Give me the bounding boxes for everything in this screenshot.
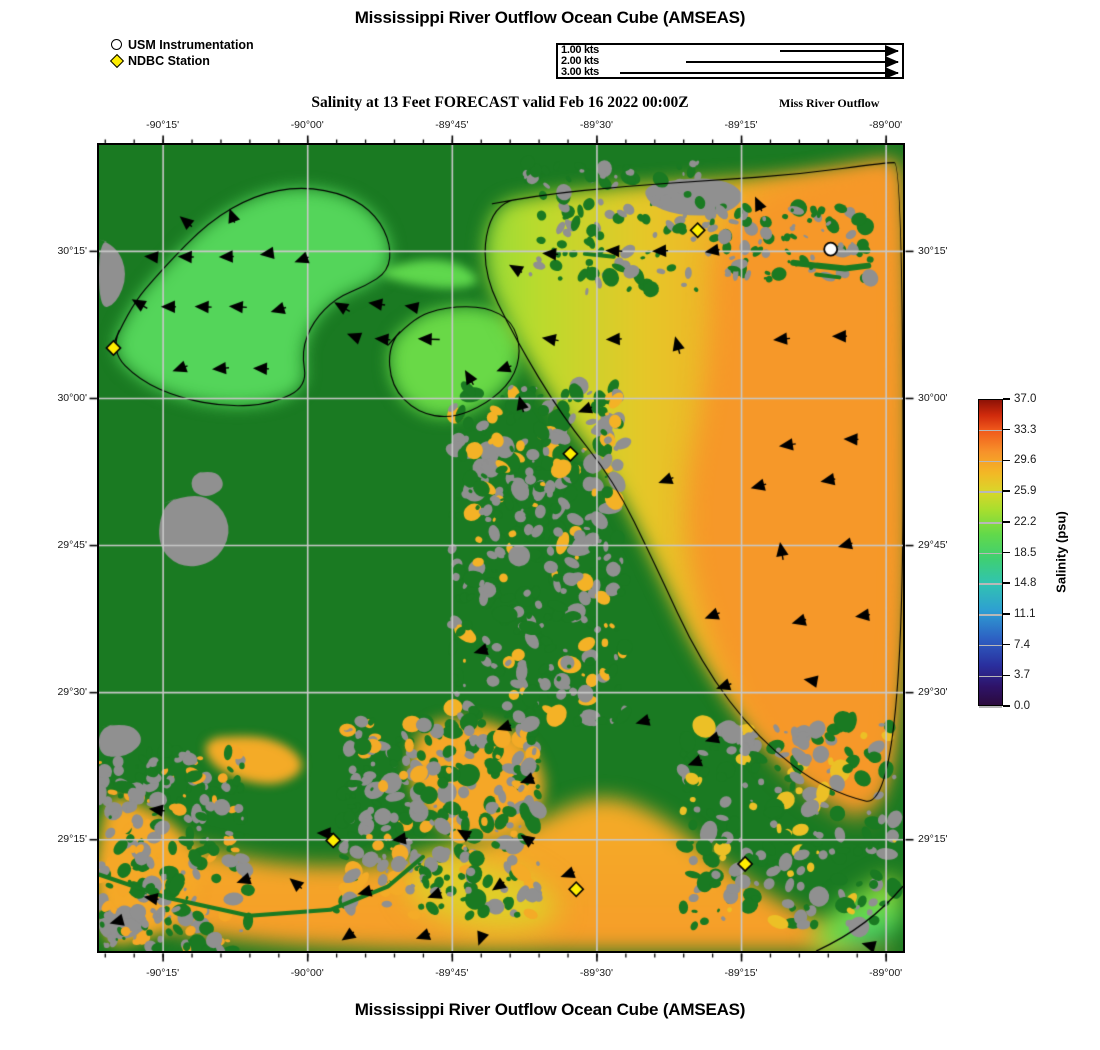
- colorbar: 37.0 33.3 29.6 25.9 22.2 18.5 14.8 11.1 7.4 3.7 0.…: [978, 393, 1069, 712]
- x-axis-tick-label-top-1: -90°00': [290, 119, 324, 131]
- colorbar-separator: [979, 583, 1002, 585]
- colorbar-separator: [979, 429, 1002, 432]
- colorbar-tick: [1003, 459, 1010, 462]
- circle-marker-icon: [110, 38, 128, 53]
- dataset-corner-label: Miss River Outflow: [779, 96, 880, 110]
- colorbar-tick-label-4: 22.2: [1014, 515, 1037, 528]
- colorbar-tick-label-1: 33.3: [1014, 423, 1037, 436]
- page-title: Mississippi River Outflow Ocean Cube (AM…: [354, 8, 746, 27]
- x-axis-tick-label-top-5: -89°00': [869, 119, 903, 131]
- plot-subtitle: Salinity at 13 Feet FORECAST valid Feb 1…: [311, 94, 689, 111]
- legend-item-ndbc: NDBC Station: [109, 53, 254, 69]
- colorbar-tick-label-5: 18.5: [1014, 546, 1037, 559]
- footer-title: Mississippi River Outflow Ocean Cube (AM…: [354, 1000, 746, 1019]
- colorbar-tick-label-7: 11.1: [1014, 607, 1036, 620]
- colorbar-separator: [979, 706, 1002, 708]
- colorbar-separator: [979, 460, 1002, 463]
- x-axis-tick-label-bottom-5: -89°00': [869, 967, 903, 979]
- colorbar-tick: [1003, 521, 1010, 523]
- colorbar-tick-label-3: 25.9: [1014, 485, 1037, 498]
- colorbar-tick-label-2: 29.6: [1014, 454, 1037, 467]
- y-axis-tick-label-right-4: 29°15': [918, 833, 948, 846]
- colorbar-separator: [979, 675, 1002, 678]
- salinity-map-canvas: [99, 145, 903, 951]
- colorbar-tick: [1003, 613, 1010, 615]
- y-axis-tick-label-left-1: 30°00': [57, 391, 87, 404]
- y-axis-tick-label-right-2: 29°45': [918, 539, 948, 552]
- colorbar-tick: [1003, 674, 1010, 677]
- colorbar-separator: [979, 614, 1002, 616]
- y-axis-tick-label-right-3: 29°30': [918, 686, 948, 699]
- salinity-map-plot[interactable]: [97, 143, 905, 953]
- velocity-scale-row-2: 2.00 kts: [558, 55, 902, 68]
- velocity-scale-row-1: 1.00 kts: [558, 44, 902, 57]
- y-axis-tick-label-right-0: 30°15': [918, 244, 948, 257]
- colorbar-tick-label-0: 37.0: [1014, 393, 1037, 405]
- diamond-marker-icon: [109, 53, 128, 69]
- x-axis-tick-label-top-2: -89°45': [435, 119, 469, 131]
- colorbar-tick: [1003, 398, 1010, 400]
- x-axis-tick-label-bottom-1: -90°00': [290, 967, 324, 979]
- velocity-arrow-2: [686, 56, 899, 68]
- y-axis-tick-label-right-1: 30°00': [918, 391, 948, 404]
- y-axis-tick-label-left-2: 29°45': [57, 539, 87, 552]
- x-axis-tick-label-bottom-4: -89°15': [724, 967, 758, 979]
- velocity-scale-row-3: 3.00 kts: [558, 66, 902, 79]
- colorbar-gradient: [978, 399, 1003, 708]
- colorbar-tick-label-10: 0.0: [1014, 700, 1030, 712]
- colorbar-separator: [979, 644, 1002, 647]
- colorbar-tick-label-9: 3.7: [1014, 669, 1030, 682]
- x-axis-tick-label-top-3: -89°30': [579, 119, 613, 131]
- y-axis-tick-label-left-4: 29°15': [57, 833, 87, 846]
- x-axis-tick-label-top-0: -90°15': [146, 119, 180, 131]
- legend-item-usm: USM Instrumentation: [110, 38, 254, 53]
- velocity-arrow-1: [780, 45, 899, 57]
- x-axis-tick-label-bottom-2: -89°45': [435, 967, 469, 979]
- legend-label-usm: USM Instrumentation: [128, 38, 254, 52]
- y-axis-tick-label-left-3: 29°30': [57, 686, 87, 699]
- colorbar-separator: [979, 552, 1002, 555]
- colorbar-tick: [1003, 428, 1010, 431]
- velocity-scale-label-3: 3.00 kts: [561, 66, 599, 78]
- colorbar-tick: [1003, 490, 1010, 492]
- colorbar-tick-label-6: 14.8: [1014, 577, 1037, 590]
- velocity-scale-label-1: 1.00 kts: [561, 44, 599, 56]
- colorbar-separator: [979, 522, 1002, 524]
- colorbar-tick: [1003, 582, 1010, 584]
- colorbar-tick: [1003, 551, 1010, 554]
- x-axis-tick-label-bottom-3: -89°30': [579, 967, 613, 979]
- x-axis-tick-label-bottom-0: -90°15': [146, 967, 180, 979]
- colorbar-tick-label-8: 7.4: [1014, 638, 1030, 651]
- colorbar-tick: [1003, 643, 1010, 646]
- colorbar-title: Salinity (psu): [1053, 511, 1069, 593]
- velocity-scale-label-2: 2.00 kts: [561, 55, 599, 67]
- x-axis-tick-label-top-4: -89°15': [724, 119, 758, 131]
- colorbar-separator: [979, 491, 1002, 493]
- colorbar-tick: [1003, 705, 1010, 707]
- velocity-scale-legend: 1.00 kts 2.00 kts 3.00 kts: [556, 43, 904, 79]
- velocity-arrow-3: [620, 67, 899, 79]
- marker-legend: USM Instrumentation NDBC Station: [109, 38, 254, 69]
- y-axis-tick-label-left-0: 30°15': [57, 244, 87, 257]
- legend-label-ndbc: NDBC Station: [128, 54, 210, 68]
